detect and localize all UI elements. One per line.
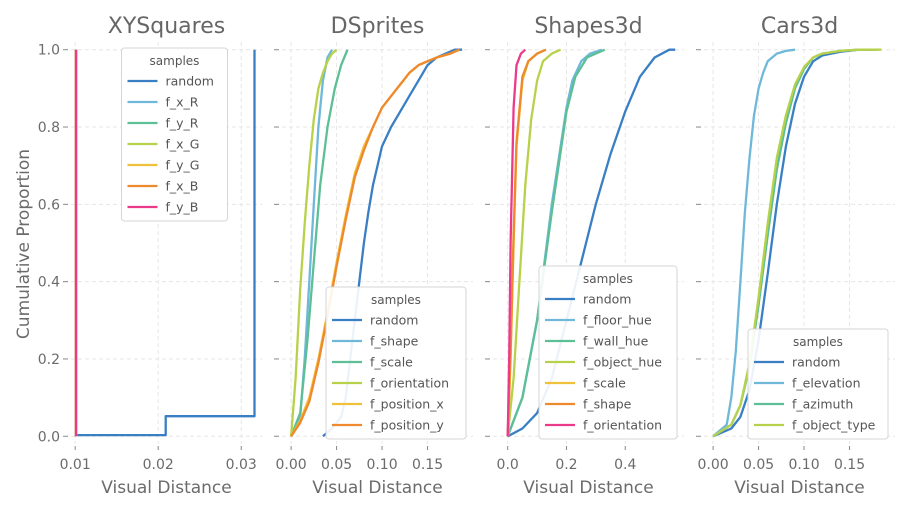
legend: samples random f_shape f_scale f_orientation… [325,286,467,440]
series-line-f-scale [290,49,349,437]
series-line-f-object-hue [506,48,562,437]
legend-entry: random [166,74,214,89]
x-tick-label: 0.15 [412,457,443,473]
legend-title: samples [583,272,633,286]
legend-title: samples [150,54,200,68]
series-line-f-wall-hue [506,48,606,437]
legend-entry: f_object_type [792,418,876,433]
x-tick-label: 0.0 [497,457,519,473]
legend-entry: f_x_B [166,179,199,194]
legend-entry: f_orientation [370,376,449,391]
legend-entry: f_shape [370,334,419,349]
x-tick-label: 0.01 [60,457,91,473]
legend-entry: f_scale [583,376,626,391]
x-tick-label: 0.10 [366,457,397,473]
y-axis-label: Cumulative Proportion [14,149,34,339]
x-tick-label: 0.05 [743,457,774,473]
legend-entry: random [583,292,631,307]
x-tick-label: 0.02 [143,457,174,473]
panel-xysquares: XYSquares 0.01 0.02 0.03 Visual Distance 0.0 0… [38,14,262,498]
series-line-f-position-y [290,48,460,437]
chart-title: Shapes3d [534,14,642,39]
y-tick-label: 1.0 [38,43,60,59]
legend-box [538,265,678,440]
x-tick-label: 0.00 [276,457,307,473]
series-line-random [507,48,676,438]
chart-title: Cars3d [761,14,838,39]
x-tick-label: 0.03 [226,457,257,473]
y-tick-label: 0.8 [38,120,60,136]
y-tick-label: 0.4 [38,275,60,291]
x-tick-label: 0.2 [555,457,577,473]
panel-cars3d: Cars3d 0.00 0.05 0.10 0.15 Visual Distance sam… [696,14,895,498]
legend-title: samples [793,335,843,349]
chart-title: XYSquares [108,14,225,39]
x-tick-label: 0.05 [321,457,352,473]
legend: samples random f_x_R f_y_R f_x_G f_y_G f_x_B f_… [121,47,228,222]
series-line-f-object-type [712,48,882,438]
legend-entry: random [370,313,418,328]
legend-box [325,286,467,440]
x-axis-label: Visual Distance [523,478,654,498]
legend-entry: f_azimuth [792,397,853,412]
legend-entry: f_x_R [166,95,199,110]
legend-title: samples [371,293,421,307]
legend-entry: f_shape [583,397,632,412]
series-line-f-orientation [506,48,527,437]
series-line-random [712,48,877,438]
legend: samples random f_elevation f_azimuth f_objec… [747,328,889,440]
legend-entry: f_position_x [370,397,444,412]
legend: samples random f_floor_hue f_wall_hue f_obje… [538,265,678,440]
legend-entry: f_y_B [166,200,199,215]
legend-entry: f_scale [370,355,413,370]
legend-entry: f_orientation [583,418,662,433]
x-tick-label: 0.10 [788,457,819,473]
panel-dsprites: DSprites 0.00 0.05 0.10 0.15 Visual Distance s… [274,14,473,498]
x-axis-label: Visual Distance [312,478,443,498]
legend-entry: f_elevation [792,376,861,391]
legend-entry: f_object_hue [583,355,662,370]
legend-entry: random [792,355,840,370]
x-tick-label: 0.4 [614,457,636,473]
legend-entry: f_x_G [166,137,200,152]
x-tick-label: 0.00 [698,457,729,473]
legend-entry: f_y_R [166,116,199,131]
x-axis-label: Visual Distance [101,478,232,498]
chart-title: DSprites [331,14,425,39]
legend-entry: f_wall_hue [583,334,649,349]
series-line-f-elevation [712,48,796,438]
legend-entry: f_floor_hue [583,313,652,328]
legend-entry: f_position_y [370,418,444,433]
x-tick-label: 0.15 [834,457,865,473]
legend-box [747,328,889,440]
panel-shapes3d: Shapes3d 0.0 0.2 0.4 Visual Distance samples r… [485,14,684,498]
x-axis-label: Visual Distance [734,478,865,498]
series-line-f-orientation [289,48,338,437]
y-tick-label: 0.6 [38,197,60,213]
y-tick-label: 0.2 [38,352,60,368]
y-tick-label: 0.0 [38,429,60,445]
series-line-f-shape [506,48,547,437]
legend-entry: f_y_G [166,158,200,173]
legend-box [121,47,228,222]
